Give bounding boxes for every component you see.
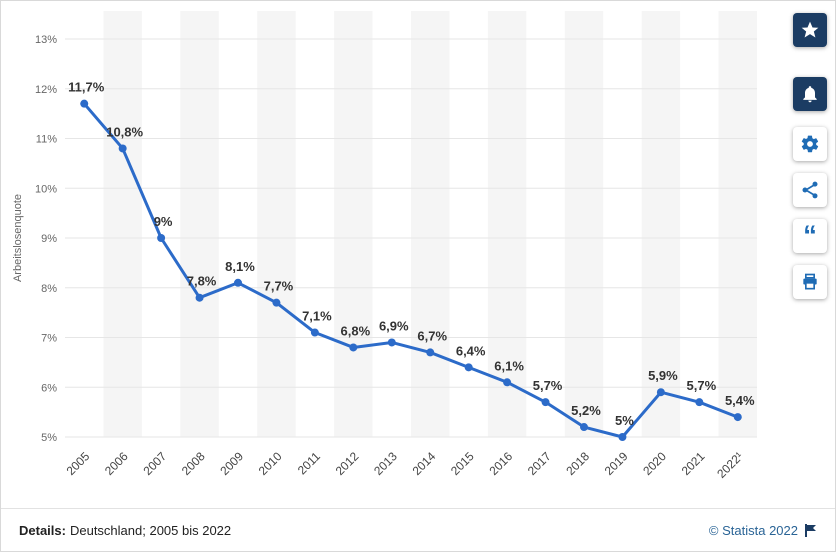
data-point[interactable] — [387, 338, 396, 347]
print-button[interactable] — [793, 265, 827, 299]
data-label: 5,7% — [533, 378, 563, 393]
x-tick-label[interactable]: 2020 — [640, 449, 669, 478]
details-value: Deutschland; 2005 bis 2022 — [69, 522, 232, 538]
chart-area: 5% 6% 7% 8% 9% 10% 11% 12% 13% Arbeitslosenquote 2… — [5, 5, 773, 506]
data-point[interactable] — [733, 413, 742, 422]
y-tick-label: 12% — [35, 84, 57, 96]
y-tick-label: 10% — [35, 183, 57, 195]
x-tick-label[interactable]: 2013 — [371, 449, 400, 478]
citation-button[interactable]: “ — [793, 219, 827, 253]
details-text: Details: Deutschland; 2005 bis 2022 — [19, 523, 231, 538]
data-label: 9% — [154, 214, 173, 229]
x-tick-label[interactable]: 2008 — [179, 449, 208, 478]
x-tick-label[interactable]: 2022¹ — [714, 449, 746, 481]
chart-band — [487, 11, 527, 437]
chart-band — [103, 11, 142, 437]
data-point[interactable] — [464, 363, 473, 372]
chart-band — [564, 11, 604, 437]
settings-button[interactable] — [793, 127, 827, 161]
statista-credit-link[interactable]: © Statista 2022 — [709, 523, 817, 538]
x-tick-label[interactable]: 2010 — [256, 449, 285, 478]
x-tick-label[interactable]: 2019 — [602, 449, 631, 478]
data-point[interactable] — [426, 348, 435, 357]
y-tick-label: 8% — [41, 283, 57, 295]
x-tick-label[interactable]: 2005 — [64, 449, 93, 478]
data-label: 6,4% — [456, 343, 486, 358]
data-point[interactable] — [234, 278, 242, 287]
data-point[interactable] — [195, 293, 204, 302]
data-label: 6,8% — [341, 323, 371, 338]
data-label: 6,7% — [417, 328, 447, 343]
chart-band — [641, 11, 681, 437]
x-tick-label[interactable]: 2006 — [102, 449, 131, 478]
chart-band — [180, 11, 219, 437]
chart-band — [411, 11, 450, 437]
bell-icon — [803, 86, 817, 103]
x-tick-label[interactable]: 2018 — [563, 449, 592, 478]
gear-icon — [801, 135, 819, 153]
svg-text:“: “ — [803, 225, 817, 247]
data-point[interactable] — [118, 144, 127, 153]
toolbar: “ — [793, 13, 827, 311]
credit-text: © Statista 2022 — [708, 522, 798, 538]
data-label: 6,1% — [494, 358, 524, 373]
data-point[interactable] — [580, 423, 588, 432]
star-icon — [801, 21, 819, 38]
flag-icon — [805, 523, 816, 537]
data-point[interactable] — [656, 388, 665, 397]
data-label: 6,9% — [379, 318, 409, 333]
data-label: 8,1% — [225, 259, 255, 274]
data-point[interactable] — [618, 433, 627, 441]
quote-icon: “ — [803, 225, 817, 247]
notification-button[interactable] — [793, 77, 827, 111]
data-label: 5,4% — [725, 393, 755, 408]
x-tick-label[interactable]: 2012 — [333, 449, 362, 478]
data-label: 5,7% — [687, 378, 717, 393]
data-label: 5,9% — [648, 368, 678, 383]
data-label: 5,2% — [571, 403, 601, 418]
data-point[interactable] — [695, 398, 704, 407]
data-point[interactable] — [157, 234, 166, 242]
data-line — [82, 102, 740, 439]
data-point[interactable] — [541, 398, 550, 407]
y-tick-label: 11% — [36, 134, 57, 146]
x-tick-label[interactable]: 2021 — [679, 449, 708, 478]
footer: Details: Deutschland; 2005 bis 2022 © Sta… — [1, 508, 835, 551]
y-tick-label: 13% — [35, 34, 57, 46]
data-point[interactable] — [503, 378, 512, 387]
y-tick-label: 7% — [41, 333, 57, 345]
x-tick-label[interactable]: 2014 — [410, 449, 439, 478]
data-label: 7,1% — [302, 309, 332, 324]
y-tick-label: 5% — [41, 432, 57, 444]
data-point[interactable] — [310, 328, 319, 337]
favorite-button[interactable] — [793, 13, 827, 47]
print-icon — [803, 273, 817, 290]
data-point[interactable] — [272, 298, 281, 307]
y-axis-title: Arbeitslosenquote — [12, 194, 24, 282]
chart-band — [718, 11, 757, 437]
x-tick-label[interactable]: 2016 — [486, 449, 515, 478]
data-point[interactable] — [80, 99, 89, 108]
x-tick-label[interactable]: 2011 — [295, 449, 323, 477]
x-tick-label[interactable]: 2015 — [448, 449, 477, 478]
y-tick-label: 9% — [41, 233, 57, 245]
x-tick-label[interactable]: 2007 — [140, 449, 169, 478]
data-label: 11,7% — [68, 80, 105, 95]
data-point[interactable] — [349, 343, 358, 352]
chart-band — [334, 11, 373, 437]
data-label: 7,7% — [264, 279, 294, 294]
share-icon — [802, 181, 818, 199]
y-tick-label: 6% — [41, 382, 57, 394]
data-label: 5% — [615, 413, 634, 428]
x-tick-label[interactable]: 2009 — [217, 449, 246, 478]
data-label: 7,8% — [187, 274, 217, 289]
chart-band — [257, 11, 296, 437]
x-tick-label[interactable]: 2017 — [525, 449, 554, 478]
details-label: Details: — [19, 522, 66, 538]
share-button[interactable] — [793, 173, 827, 207]
data-label: 10,8% — [106, 124, 143, 139]
line-chart: 5% 6% 7% 8% 9% 10% 11% 12% 13% Arbeitslosenquote 2… — [12, 11, 757, 481]
